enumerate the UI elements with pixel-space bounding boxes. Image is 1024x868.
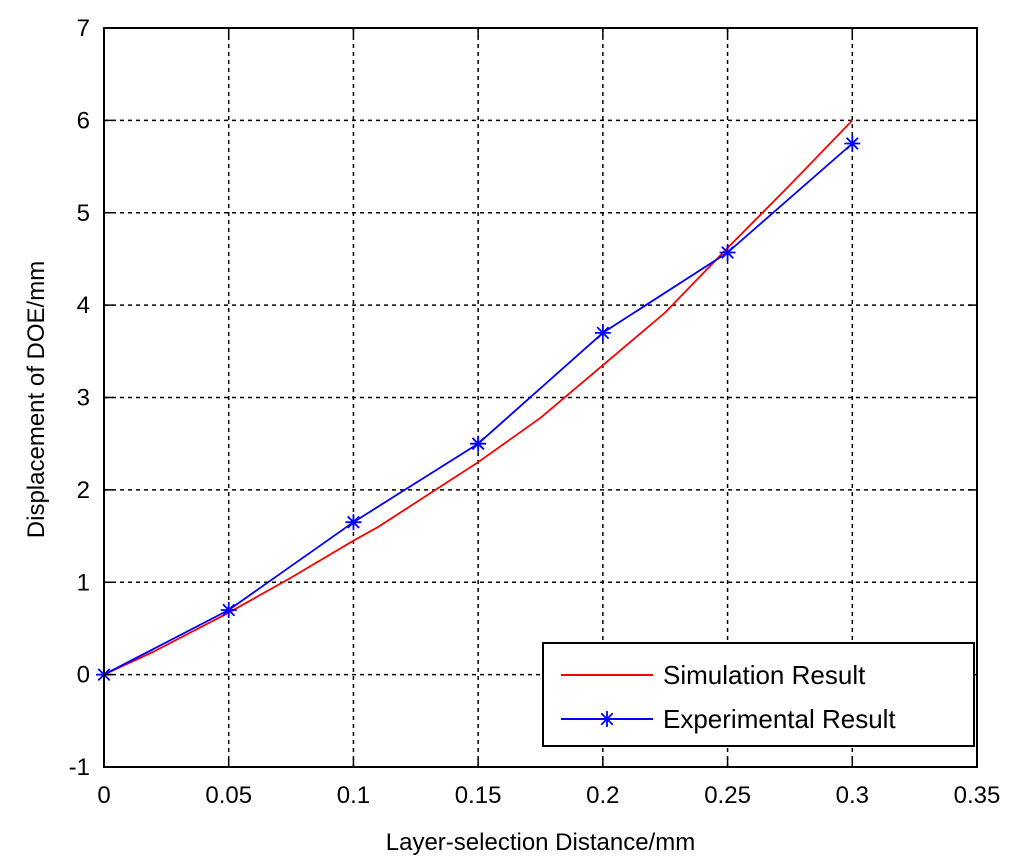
grid (104, 28, 977, 767)
axis-tick-labels: 0 0.05 0.1 0.15 0.2 0.25 0.3 0.35 -1 0 1 2 3 4 5 6 7 (69, 15, 1001, 809)
x-tick-label: 0.1 (337, 782, 370, 809)
y-tick-label: 6 (77, 107, 90, 134)
y-tick-label: 0 (77, 662, 90, 689)
data-point-marker (594, 324, 611, 341)
y-tick-label: 1 (77, 569, 90, 596)
x-tick-label: 0.3 (836, 782, 869, 809)
data-point-marker (470, 435, 487, 452)
y-tick-label: -1 (69, 754, 90, 781)
legend-marker-experimental (599, 711, 615, 727)
x-tick-label: 0.25 (704, 782, 751, 809)
data-point-marker (844, 135, 861, 152)
x-tick-label: 0 (97, 782, 110, 809)
x-axis-label: Layer-selection Distance/mm (386, 829, 695, 856)
y-tick-label: 4 (77, 292, 90, 319)
x-tick-label: 0.2 (586, 782, 619, 809)
data-point-marker (220, 601, 237, 618)
data-point-marker (719, 244, 736, 261)
x-tick-label: 0.05 (205, 782, 252, 809)
y-axis-label: Displacement of DOE/mm (23, 261, 50, 538)
x-tick-label: 0.35 (954, 782, 1001, 809)
y-tick-label: 3 (77, 385, 90, 412)
x-tick-label: 0.15 (455, 782, 502, 809)
legend-label-simulation: Simulation Result (663, 660, 866, 690)
legend-box (542, 642, 975, 747)
legend-label-experimental: Experimental Result (663, 704, 896, 734)
data-point-marker (345, 514, 362, 531)
legend-asterisk (599, 711, 615, 727)
y-tick-label: 2 (77, 477, 90, 504)
y-tick-label: 5 (77, 200, 90, 227)
legend: Simulation Result Experimental Result (542, 642, 975, 747)
y-tick-label: 7 (77, 15, 90, 42)
